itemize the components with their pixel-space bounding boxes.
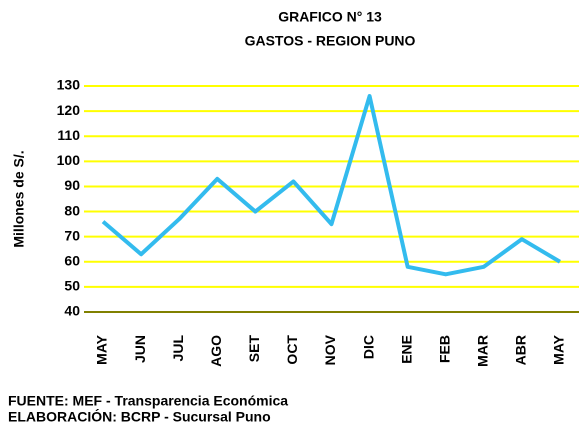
x-tick-label: JUL <box>170 335 186 362</box>
x-tick-label: MAY <box>551 334 567 364</box>
y-tick-label: 90 <box>64 177 80 193</box>
y-tick-label: 70 <box>64 227 80 243</box>
y-axis-label: Millones de S/. <box>11 150 27 247</box>
x-tick-label: ENE <box>398 335 414 364</box>
x-tick-label: ABR <box>513 335 529 365</box>
y-tick-label: 60 <box>64 252 80 268</box>
line <box>101 94 561 277</box>
credit-note: ELABORACIÓN: BCRP - Sucursal Puno <box>8 408 271 425</box>
chart-subtitle: GASTOS - REGION PUNO <box>245 33 416 49</box>
x-tick-label: FEB <box>436 335 452 363</box>
x-tick-label: SET <box>246 335 262 363</box>
chart-title: GRAFICO N° 13 <box>278 9 382 25</box>
y-tick-label: 120 <box>57 102 81 118</box>
source-note: FUENTE: MEF - Transparencia Económica <box>8 393 288 409</box>
x-tick-label: AGO <box>208 335 224 367</box>
x-tick-label: JUN <box>132 335 148 363</box>
x-tick-label: MAR <box>475 335 491 367</box>
y-tick-label: 80 <box>64 202 80 218</box>
y-tick-label: 50 <box>64 278 80 294</box>
x-tick-label: MAY <box>94 334 110 364</box>
y-tick-label: 100 <box>57 152 81 168</box>
x-tick-label: DIC <box>360 335 376 359</box>
x-tick-label: OCT <box>284 335 300 365</box>
x-tick-label: NOV <box>322 334 338 365</box>
y-tick-label: 130 <box>57 77 81 93</box>
y-tick-label: 40 <box>64 303 80 319</box>
y-tick-label: 110 <box>57 127 80 143</box>
